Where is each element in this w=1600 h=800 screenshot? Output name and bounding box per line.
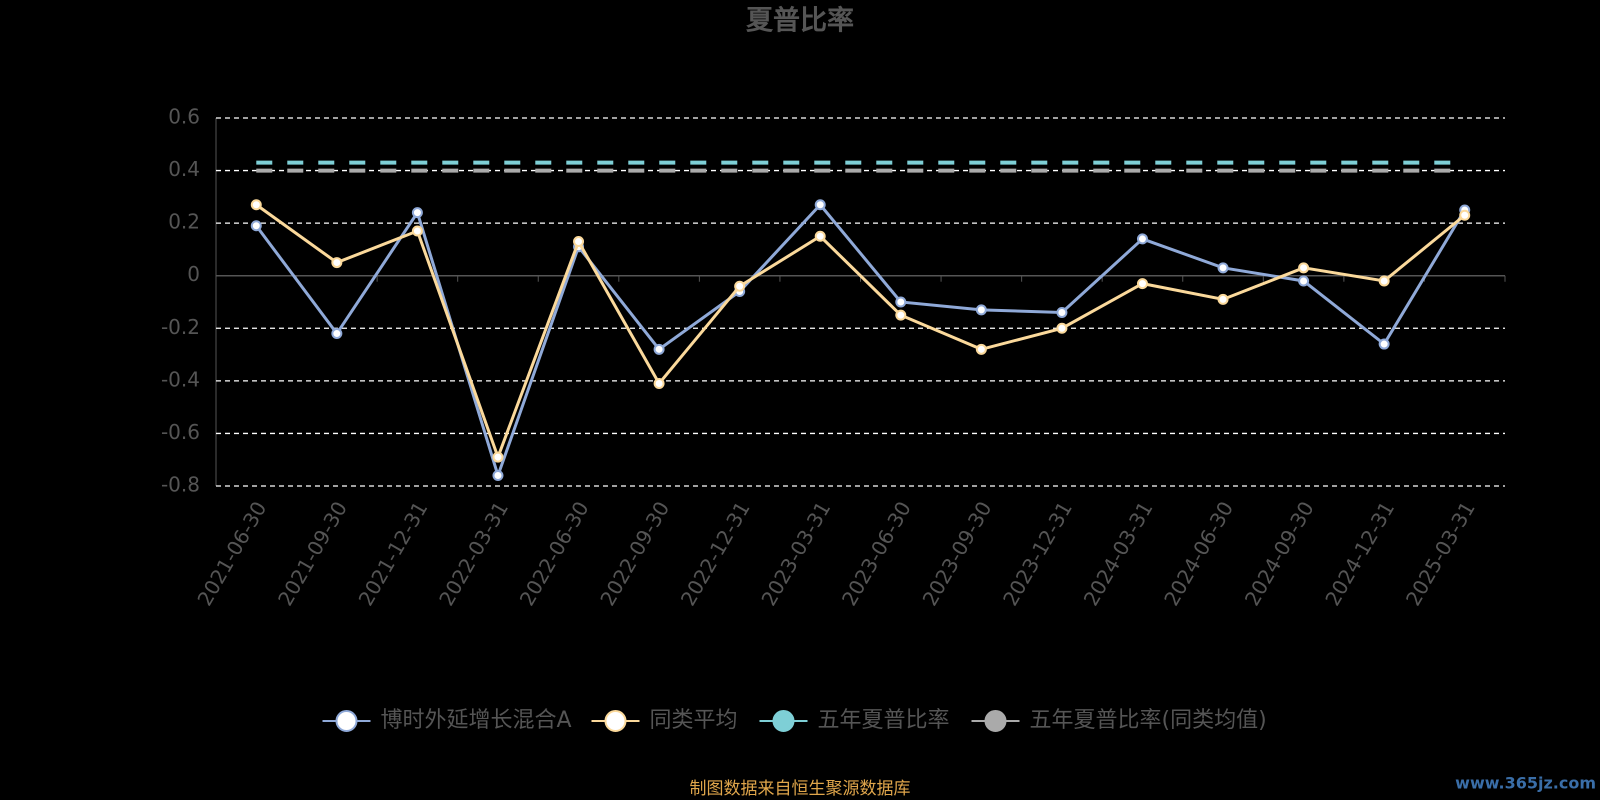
legend-marker bbox=[984, 710, 1007, 732]
legend-label: 博时外延增长混合A bbox=[381, 708, 572, 733]
data-point bbox=[653, 377, 665, 389]
data-point bbox=[1378, 338, 1390, 350]
data-point bbox=[331, 328, 343, 340]
data-point bbox=[1378, 275, 1390, 287]
legend-label: 同类平均 bbox=[650, 708, 738, 733]
data-point bbox=[411, 207, 423, 219]
data-point bbox=[1217, 293, 1229, 305]
data-point bbox=[1459, 209, 1471, 221]
data-point bbox=[734, 280, 746, 292]
data-point bbox=[1136, 233, 1148, 245]
x-tick-label: 2021-09-30 bbox=[273, 497, 352, 610]
data-point bbox=[1056, 322, 1068, 334]
data-point bbox=[1298, 262, 1310, 274]
x-tick-label: 2022-03-31 bbox=[434, 497, 513, 610]
x-tick-label: 2024-06-30 bbox=[1159, 497, 1238, 610]
source-note: 制图数据来自恒生聚源数据库 bbox=[690, 779, 911, 799]
y-tick-label: 0.2 bbox=[168, 210, 200, 234]
y-tick-label: 0.6 bbox=[168, 105, 200, 129]
x-tick-label: 2024-12-31 bbox=[1320, 497, 1399, 610]
x-tick-label: 2023-03-31 bbox=[756, 497, 835, 610]
data-point bbox=[653, 343, 665, 355]
y-tick-label: 0.4 bbox=[168, 157, 200, 181]
x-tick-label: 2025-03-31 bbox=[1401, 497, 1480, 610]
data-point bbox=[492, 451, 504, 463]
data-point bbox=[975, 343, 987, 355]
legend-label: 五年夏普比率(同类均值) bbox=[1030, 708, 1267, 733]
y-tick-label: -0.4 bbox=[161, 367, 200, 391]
data-point bbox=[814, 230, 826, 242]
x-tick-label: 2024-03-31 bbox=[1079, 497, 1158, 610]
x-tick-label: 2022-09-30 bbox=[595, 497, 674, 610]
watermark: www.365jz.com bbox=[1455, 774, 1596, 793]
data-point bbox=[1136, 278, 1148, 290]
data-point bbox=[411, 225, 423, 237]
x-tick-label: 2023-12-31 bbox=[998, 497, 1077, 610]
data-point bbox=[331, 257, 343, 269]
x-tick-label: 2023-09-30 bbox=[918, 497, 997, 610]
x-tick-label: 2022-12-31 bbox=[676, 497, 755, 610]
data-point bbox=[895, 309, 907, 321]
data-point bbox=[250, 199, 262, 211]
data-point bbox=[1217, 262, 1229, 274]
series-line bbox=[255, 203, 1466, 462]
x-tick-label: 2021-12-31 bbox=[354, 497, 433, 610]
series-line bbox=[255, 202, 1467, 481]
chart-title: 夏普比率 bbox=[746, 5, 854, 37]
x-tick-label: 2021-06-30 bbox=[192, 497, 271, 610]
legend-label: 五年夏普比率 bbox=[818, 708, 950, 733]
legend-marker bbox=[335, 710, 358, 732]
data-point bbox=[573, 236, 585, 248]
data-point bbox=[492, 469, 504, 481]
x-tick-label: 2022-06-30 bbox=[515, 497, 594, 610]
y-tick-label: -0.8 bbox=[161, 473, 200, 497]
legend-marker bbox=[604, 710, 627, 732]
data-point bbox=[975, 304, 987, 316]
data-point bbox=[1298, 275, 1310, 287]
legend-marker bbox=[772, 710, 795, 732]
y-tick-label: 0 bbox=[187, 262, 200, 286]
data-point bbox=[895, 296, 907, 308]
data-point bbox=[1056, 307, 1068, 319]
x-tick-label: 2023-06-30 bbox=[837, 497, 916, 610]
data-point bbox=[250, 220, 262, 232]
y-tick-label: -0.6 bbox=[161, 420, 200, 444]
x-tick-label: 2024-09-30 bbox=[1240, 497, 1319, 610]
y-tick-label: -0.2 bbox=[161, 315, 200, 339]
data-point bbox=[814, 199, 826, 211]
